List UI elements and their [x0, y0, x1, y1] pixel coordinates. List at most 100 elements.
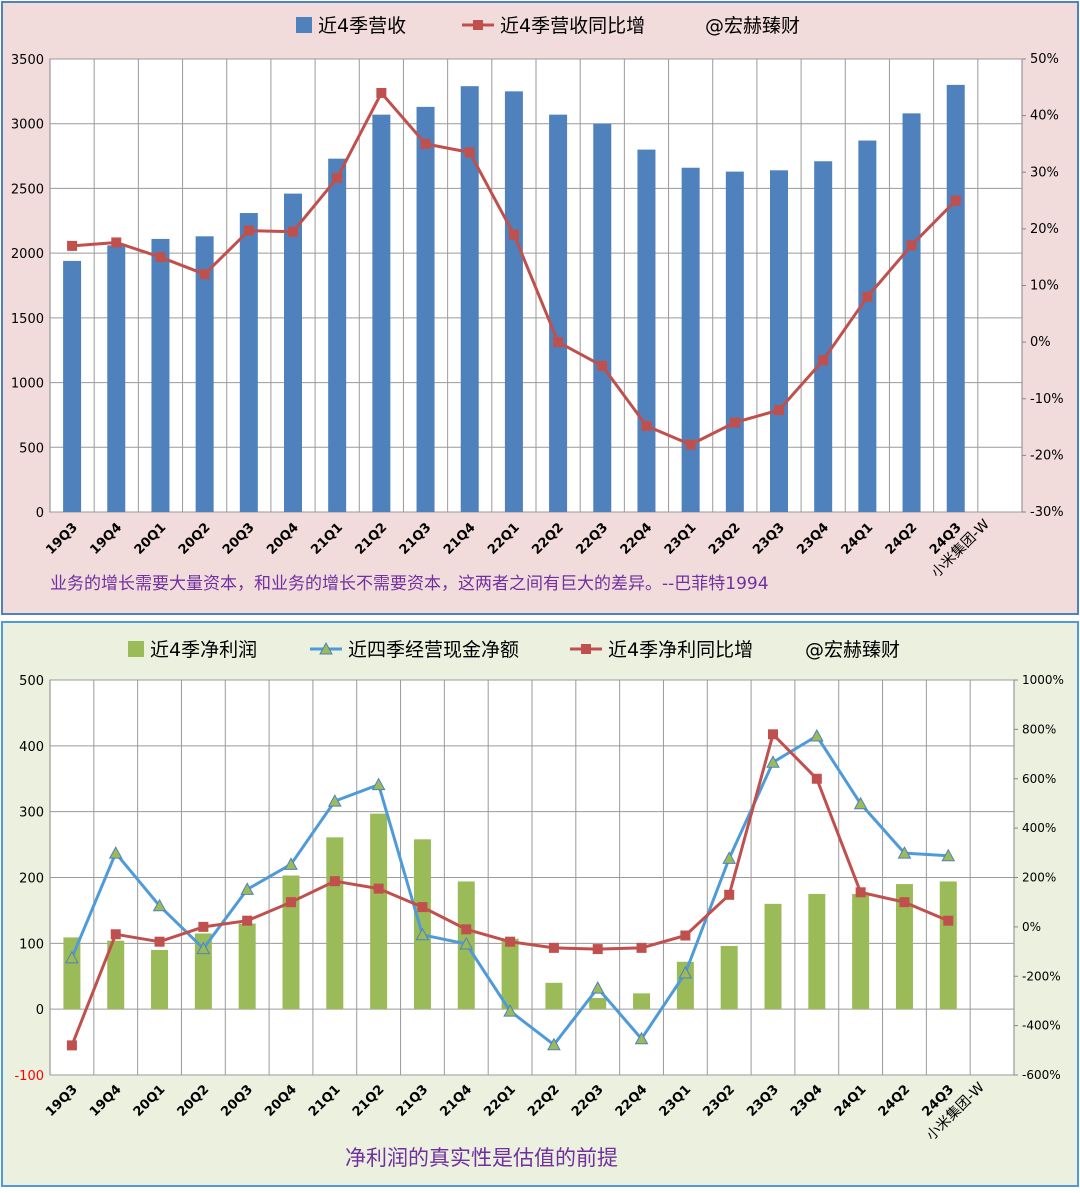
- data-point: [420, 138, 431, 149]
- left-axis-tick-label: 300: [19, 806, 44, 821]
- bar: [589, 997, 607, 1010]
- data-point: [950, 195, 961, 206]
- right-axis-tick-label: 400%: [1022, 821, 1056, 835]
- data-point: [329, 876, 340, 887]
- right-axis-tick-label: -10%: [1030, 392, 1064, 407]
- right-axis-tick-label: 20%: [1030, 222, 1059, 237]
- vertical-gridlines: [93, 59, 979, 512]
- bar: [637, 149, 656, 512]
- data-point: [678, 965, 693, 979]
- data-point: [811, 773, 822, 784]
- bar: [195, 236, 214, 512]
- data-point: [327, 794, 342, 807]
- legend-label: 近4季净利润: [150, 639, 257, 661]
- bar: [238, 923, 256, 1010]
- legend-label: @宏赫臻财: [805, 639, 900, 661]
- data-point: [634, 1031, 649, 1045]
- left-axis-tick-label: -100: [14, 1069, 44, 1084]
- data-point: [243, 225, 254, 236]
- data-point: [547, 1037, 561, 1051]
- data-point: [768, 729, 778, 740]
- left-axis-tick-label: 500: [19, 441, 44, 456]
- bar: [770, 170, 788, 512]
- data-point: [155, 252, 166, 263]
- right-axis-tick-label: 50%: [1030, 52, 1059, 67]
- right-axis-tick-label: -200%: [1022, 969, 1061, 983]
- legend-label: 近四季经营现金净额: [348, 639, 519, 661]
- legend: 近4季营收 近4季营收同比增 @宏赫臻财: [296, 15, 800, 37]
- quote-text: 业务的增长需要大量资本，和业务的增长不需要资本，这两者之间有巨大的差异。--巴菲…: [50, 574, 769, 594]
- legend-swatch-bar: [296, 17, 312, 33]
- data-point: [941, 848, 956, 862]
- data-point: [641, 420, 652, 431]
- data-point: [198, 921, 209, 932]
- right-axis-tick-label: -30%: [1030, 505, 1064, 520]
- bar: [63, 260, 82, 512]
- right-axis-tick-label: 800%: [1022, 722, 1056, 736]
- data-point: [242, 915, 253, 926]
- bar: [946, 84, 965, 512]
- data-point: [110, 929, 121, 940]
- chart-1: 0 500 1000 1500 2000 2500 3000 3500 -30% -20% -10%…: [1, 1, 1079, 615]
- data-point: [774, 405, 784, 416]
- data-point: [722, 851, 737, 864]
- bar: [633, 993, 651, 1010]
- right-axis-tick-label: 40%: [1030, 109, 1059, 124]
- bar: [107, 940, 125, 1010]
- data-point: [899, 897, 910, 908]
- bar-series: [63, 84, 965, 513]
- right-axis-tick-label: -400%: [1022, 1019, 1061, 1033]
- data-point: [809, 728, 824, 742]
- data-point: [373, 883, 384, 894]
- bar: [370, 813, 388, 1010]
- legend-label: 近4季营收: [318, 15, 406, 37]
- legend-marker: [319, 641, 333, 655]
- data-point: [199, 269, 210, 280]
- data-point: [415, 927, 430, 941]
- bar: [151, 949, 169, 1010]
- data-point: [943, 915, 954, 926]
- data-point: [592, 944, 603, 955]
- data-point: [240, 882, 255, 895]
- legend-label: 近4季营收同比增: [500, 15, 645, 37]
- right-axis-tick-label: -20%: [1030, 448, 1064, 463]
- bar: [858, 140, 877, 513]
- line-series: [66, 729, 954, 1051]
- right-axis-tick-label: 0%: [1022, 920, 1041, 934]
- data-point: [548, 942, 559, 953]
- data-point: [376, 87, 387, 98]
- data-point: [111, 237, 122, 248]
- left-axis-tick-label: 100: [19, 937, 44, 952]
- bar: [504, 91, 523, 512]
- data-point: [766, 755, 780, 768]
- data-point: [503, 1004, 517, 1017]
- legend-swatch-bar: [128, 641, 144, 657]
- data-point: [65, 950, 79, 964]
- right-axis-tick-label: 200%: [1022, 871, 1056, 885]
- bar: [902, 113, 921, 513]
- legend-label: 近4季净利同比增: [608, 639, 753, 661]
- right-axis-tick-label: 10%: [1030, 279, 1059, 294]
- data-point: [461, 924, 472, 935]
- data-point: [897, 846, 912, 859]
- data-point: [590, 981, 605, 994]
- left-axis-tick-label: 500: [19, 674, 44, 689]
- left-axis-tick-label: 200: [19, 872, 44, 887]
- data-point: [862, 291, 873, 302]
- data-point: [196, 941, 211, 955]
- right-axis-tick-label: -600%: [1022, 1068, 1061, 1082]
- data-point: [332, 172, 343, 183]
- bar: [413, 839, 431, 1010]
- left-axis-tick-label: 1500: [11, 312, 44, 327]
- left-axis-tick-label: 2500: [11, 182, 44, 197]
- data-point: [729, 417, 740, 428]
- data-point: [108, 846, 123, 859]
- bar: [814, 161, 833, 512]
- quote-text: 净利润的真实性是估值的前提: [345, 1146, 618, 1170]
- bar: [107, 245, 126, 512]
- data-point: [553, 337, 564, 348]
- data-point: [597, 360, 608, 371]
- left-axis-tick-label: 1000: [11, 377, 44, 392]
- data-point: [855, 887, 866, 898]
- bar: [328, 158, 347, 512]
